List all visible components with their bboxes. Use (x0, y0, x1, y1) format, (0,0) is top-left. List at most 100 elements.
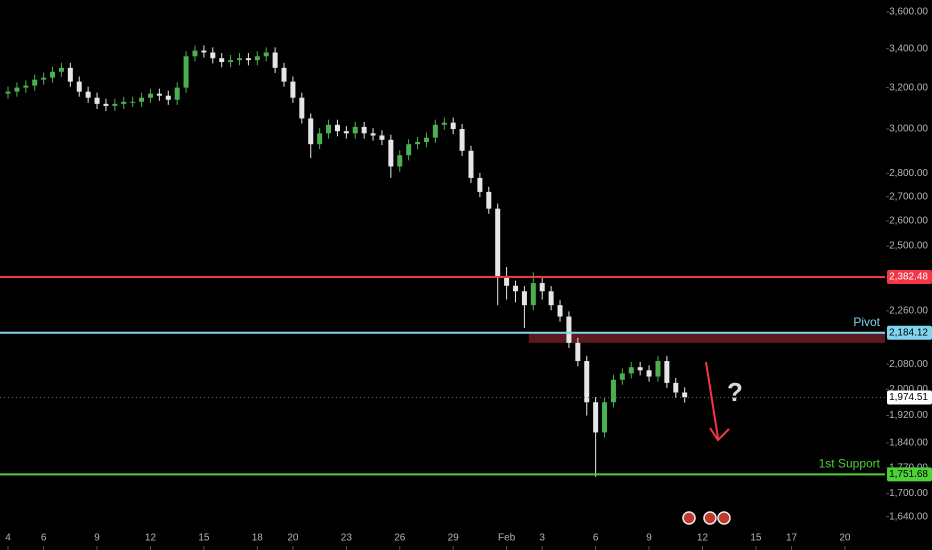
y-tick-label: 1,640.00 (889, 511, 928, 522)
x-tick-label: 15 (198, 533, 210, 544)
level-badge (887, 325, 932, 340)
x-tick-label: 6 (593, 533, 599, 544)
candle-body (85, 91, 91, 98)
candle-body (655, 361, 661, 377)
candle-body (406, 144, 412, 156)
question-mark: ? (727, 377, 743, 407)
candle-body (504, 277, 510, 286)
event-icon[interactable] (703, 511, 717, 525)
level-name: 1st Support (819, 457, 881, 471)
candle-body (192, 50, 198, 57)
level-label: 1,751.68 (889, 469, 928, 480)
y-tick-label: 2,800.00 (889, 168, 928, 179)
candle-body (183, 56, 189, 88)
x-tick-label: 12 (697, 533, 709, 544)
pivot-zone (528, 332, 885, 343)
candle-body (423, 137, 429, 143)
x-tick-label: 9 (646, 533, 652, 544)
last-price-label: 1,974.51 (889, 392, 928, 403)
candle-body (23, 85, 29, 88)
candle-body (130, 101, 136, 103)
candle-body (432, 124, 438, 138)
y-tick-label: 3,400.00 (889, 43, 928, 54)
candle-body (147, 93, 153, 98)
candle-body (290, 81, 296, 98)
candle-body (317, 133, 323, 145)
candle-body (637, 367, 643, 371)
y-tick-label: 2,260.00 (889, 305, 928, 316)
candle-body (513, 285, 519, 292)
candle-body (664, 361, 670, 383)
y-tick-label: 1,920.00 (889, 410, 928, 421)
candle-body (557, 305, 563, 317)
candle-body (441, 122, 447, 125)
candle-body (673, 382, 679, 393)
event-icon[interactable] (682, 511, 696, 525)
candle-body (326, 124, 332, 134)
candle-body (50, 71, 56, 78)
x-tick-label: 23 (341, 533, 353, 544)
candle-body (139, 97, 145, 102)
candle-body (610, 379, 616, 403)
candle-body (370, 133, 376, 136)
x-tick-label: 29 (448, 533, 460, 544)
candle-body (156, 93, 162, 96)
candle-body (245, 58, 251, 61)
candle-body (468, 150, 474, 178)
candle-body (14, 87, 20, 92)
candle-body (593, 402, 599, 433)
level-label: 2,184.12 (889, 327, 928, 338)
candle-body (5, 91, 11, 94)
candle-body (334, 124, 340, 132)
candle-body (495, 208, 501, 278)
level-label: 2,382.48 (889, 272, 928, 283)
x-tick-label: 12 (145, 533, 157, 544)
candle-body (281, 67, 287, 82)
x-tick-label: 20 (287, 533, 299, 544)
candle-body (58, 67, 64, 72)
candle-body (548, 291, 554, 306)
candle-body (201, 50, 207, 53)
candle-body (388, 139, 394, 167)
candle-body (67, 67, 73, 82)
candle-body (32, 79, 38, 86)
candle-body (575, 342, 581, 362)
event-icons (682, 511, 731, 525)
candle-body (76, 81, 82, 92)
candle-body (450, 122, 456, 130)
candle-body (272, 52, 278, 68)
level-name: Pivot (853, 315, 880, 329)
candle-body (94, 97, 100, 104)
candle-body (477, 177, 483, 192)
candle-body (308, 118, 314, 145)
candle-body (165, 95, 171, 100)
x-tick-label: 26 (394, 533, 406, 544)
candle-body (566, 316, 572, 343)
candle-body (299, 97, 305, 119)
y-tick-label: 3,600.00 (889, 7, 928, 18)
event-icon[interactable] (717, 511, 731, 525)
candle-body (397, 155, 403, 167)
x-tick-label: 6 (41, 533, 47, 544)
x-tick-label: Feb (498, 533, 516, 544)
x-tick-label: 3 (539, 533, 545, 544)
candle-body (619, 373, 625, 380)
candle-body (210, 52, 216, 59)
candle-body (361, 126, 367, 134)
y-tick-label: 2,700.00 (889, 191, 928, 202)
x-tick-label: 15 (750, 533, 762, 544)
candle-body (646, 370, 652, 377)
candle-body (352, 126, 358, 134)
x-tick-label: 20 (839, 533, 851, 544)
candle-body (237, 58, 243, 61)
y-tick-label: 3,200.00 (889, 82, 928, 93)
level-badge (887, 269, 932, 284)
candle-body (219, 58, 225, 63)
candle-body (228, 60, 234, 63)
y-tick-label: 2,080.00 (889, 359, 928, 370)
level-badge (887, 467, 932, 482)
last-price-badge (887, 390, 932, 405)
candle-body (343, 131, 349, 134)
